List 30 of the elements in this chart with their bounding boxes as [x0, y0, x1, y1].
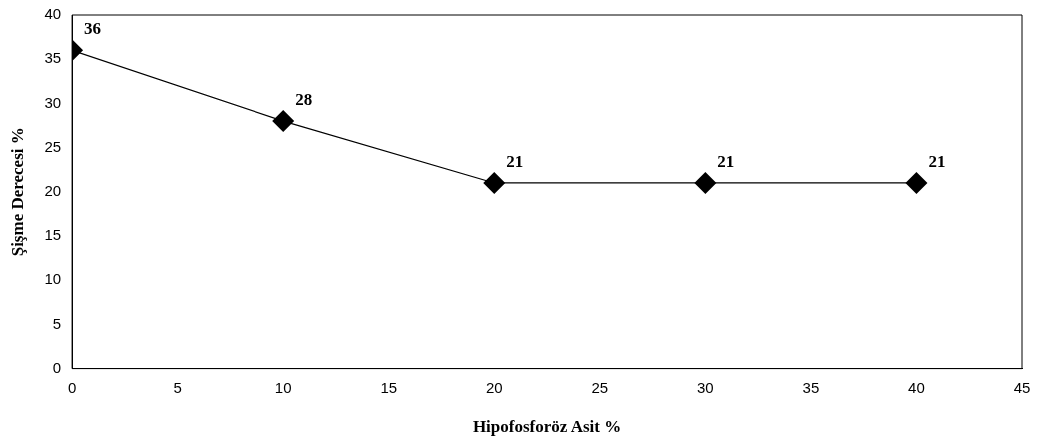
data-label: 21 [506, 151, 524, 171]
x-tick-label: 5 [173, 378, 182, 396]
y-tick-label: 35 [44, 49, 62, 67]
y-axis-title: Şişme Derecesi % [7, 127, 27, 257]
point [272, 110, 295, 133]
x-tick-label: 20 [485, 378, 503, 396]
x-tick-label: 35 [802, 378, 820, 396]
data-label: 21 [717, 151, 735, 171]
data-label: 28 [295, 90, 313, 110]
data-label: 21 [928, 151, 946, 171]
y-tick-label: 15 [44, 226, 62, 244]
y-tick-label: 40 [44, 5, 62, 23]
x-tick-label: 0 [67, 378, 77, 396]
x-tick-label: 15 [380, 378, 398, 396]
y-tick-label: 20 [44, 181, 62, 199]
y-tick-label: 25 [44, 137, 62, 155]
y-tick-label: 10 [44, 270, 62, 288]
y-tick-label: 30 [44, 93, 62, 111]
x-tick-label: 30 [697, 378, 714, 396]
y-tick-label: 0 [52, 358, 62, 376]
x-tick-label: 40 [908, 378, 925, 396]
point [905, 171, 928, 194]
point [694, 171, 717, 194]
x-tick-label: 25 [591, 378, 609, 396]
y-tick-label: 5 [52, 314, 62, 332]
data-label: 36 [84, 19, 102, 39]
point [483, 171, 506, 194]
x-tick-label: 10 [274, 378, 292, 396]
x-tick-label: 45 [1013, 378, 1031, 396]
x-axis-title: Hipofosforöz Asit % [472, 417, 622, 437]
